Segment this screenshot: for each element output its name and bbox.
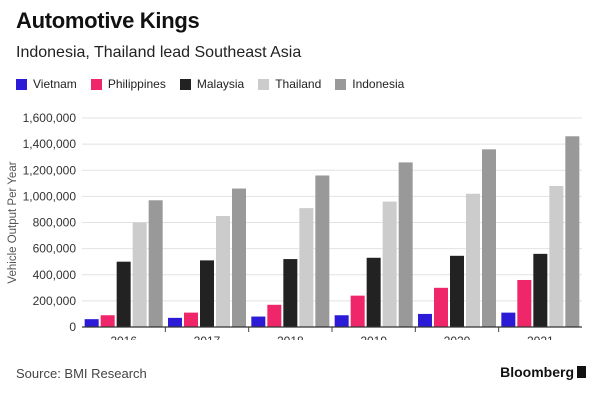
y-tick-label: 200,000 (33, 294, 77, 308)
bar-vietnam-2016 (84, 319, 99, 327)
legend-swatch (179, 78, 191, 90)
x-tick-label: 2018 (277, 334, 304, 340)
bar-thailand-2020 (466, 193, 480, 327)
x-tick-label: 2019 (360, 334, 387, 340)
bar-philippines-2021 (517, 279, 532, 327)
x-tick-label: 2021 (527, 334, 554, 340)
legend-swatch (258, 78, 270, 90)
bar-indonesia-2018 (315, 175, 330, 327)
bar-philippines-2019 (350, 295, 365, 327)
legend-item-indonesia: Indonesia (335, 77, 404, 91)
x-tick-label: 2016 (110, 334, 137, 340)
bar-philippines-2016 (100, 315, 115, 327)
bar-thailand-2018 (299, 208, 314, 327)
bar-vietnam-2017 (168, 317, 182, 327)
y-tick-label: 1,200,000 (23, 163, 77, 177)
bar-philippines-2018 (267, 304, 282, 327)
bar-indonesia-2020 (482, 149, 496, 327)
legend-item-malaysia: Malaysia (179, 77, 245, 91)
brand-logo: Bloomberg (500, 364, 586, 380)
bar-vietnam-2020 (418, 313, 432, 327)
bar-chart: 0 200,000 400,000 600,000 800,000 1,000,000 1,… (7, 111, 582, 340)
bar-indonesia-2019 (398, 162, 413, 327)
bar-malaysia-2016 (116, 261, 131, 327)
bar-thailand-2019 (382, 201, 397, 327)
bar-malaysia-2021 (533, 253, 548, 327)
x-tick-label: 2017 (194, 334, 221, 340)
chart-subtitle: Indonesia, Thailand lead Southeast Asia (16, 44, 302, 61)
legend-label: Vietnam (33, 77, 77, 91)
x-tick-label: 2020 (444, 334, 471, 340)
bar-thailand-2017 (216, 215, 230, 327)
y-tick-label: 800,000 (33, 216, 77, 230)
bar-malaysia-2018 (283, 259, 298, 327)
y-tick-label: 0 (69, 320, 76, 334)
legend-swatch (90, 78, 102, 90)
legend-label: Philippines (107, 77, 166, 91)
bar-malaysia-2019 (366, 257, 381, 327)
bar-indonesia-2021 (565, 136, 580, 327)
y-axis-label: Vehicle Output Per Year (7, 161, 19, 283)
bar-philippines-2020 (434, 287, 448, 327)
legend-label: Indonesia (352, 77, 405, 91)
legend-item-thailand: Thailand (258, 77, 321, 91)
chart-title: Automotive Kings (16, 8, 200, 33)
bar-indonesia-2017 (232, 188, 246, 327)
y-tick-label: 1,000,000 (23, 189, 77, 203)
legend-item-philippines: Philippines (90, 77, 166, 91)
bar-vietnam-2018 (251, 316, 266, 327)
bar-thailand-2021 (549, 185, 564, 327)
legend-label: Thailand (275, 77, 322, 91)
bar-vietnam-2019 (334, 315, 349, 327)
legend-label: Malaysia (196, 77, 245, 91)
legend-item-vietnam: Vietnam (16, 77, 77, 91)
bar-vietnam-2021 (501, 312, 516, 327)
legend-swatch (16, 78, 27, 90)
y-tick-label: 600,000 (33, 242, 77, 256)
brand-mark-icon (577, 366, 586, 378)
y-tick-label: 1,600,000 (23, 111, 77, 125)
legend-swatch (335, 78, 347, 90)
legend: Vietnam Philippines Malaysia Thailand Indone… (16, 77, 418, 91)
bar-thailand-2016 (132, 222, 147, 327)
bar-philippines-2017 (184, 312, 198, 327)
y-tick-label: 400,000 (33, 268, 77, 282)
bar-indonesia-2016 (148, 200, 163, 327)
brand-name: Bloomberg (500, 364, 574, 380)
bar-malaysia-2020 (450, 255, 464, 327)
bar-malaysia-2017 (200, 260, 214, 327)
source-note: Source: BMI Research (16, 366, 147, 381)
y-tick-label: 1,400,000 (23, 137, 77, 151)
